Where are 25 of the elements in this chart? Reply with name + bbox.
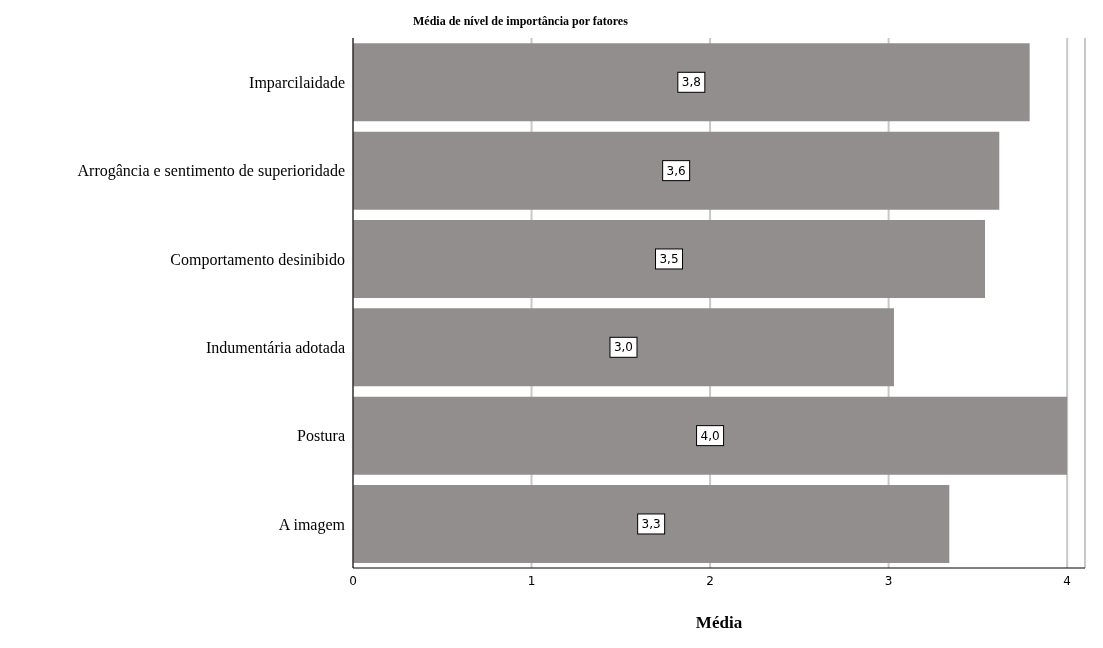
data-label: 3,5 (659, 251, 679, 266)
y-tick-label: Postura (297, 427, 345, 445)
x-tick-label: 4 (1063, 573, 1071, 588)
data-label: 4,0 (700, 428, 720, 443)
bar (353, 308, 894, 387)
x-tick-label: 3 (884, 573, 893, 588)
bar (353, 43, 1030, 122)
data-label: 3,3 (641, 516, 661, 531)
x-tick-label: 0 (349, 573, 357, 588)
data-label: 3,6 (666, 163, 686, 178)
y-tick-label: Imparcilaidade (249, 73, 345, 92)
data-label: 3,8 (681, 75, 701, 90)
bar (353, 484, 950, 563)
y-tick-label: Indumentária adotada (205, 338, 345, 356)
x-tick-label: 2 (706, 573, 714, 588)
x-axis-title: Média (695, 613, 743, 632)
y-tick-label: Arrogância e sentimento de superioridade (77, 162, 345, 181)
y-tick-label: Comportamento desinibido (170, 250, 345, 269)
x-tick-label: 1 (527, 573, 536, 588)
data-label: 3,0 (613, 340, 634, 355)
bar (353, 131, 1000, 210)
bar (353, 396, 1068, 475)
y-tick-label: A imagem (278, 515, 346, 534)
chart-title: Média de nível de importância por fatores (413, 14, 628, 29)
bar (353, 219, 986, 298)
